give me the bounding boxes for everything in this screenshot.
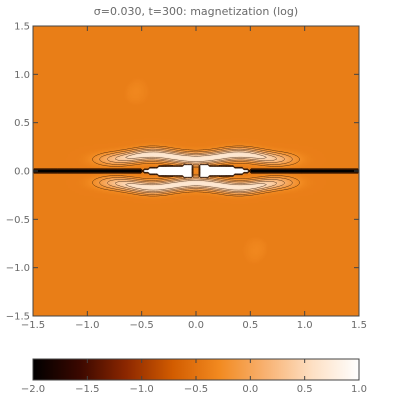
x-axis: −1.5 −1.0 −0.5 0.0 0.5 1.0 1.5 [21,26,367,331]
x-tick-label: −1.0 [75,320,99,331]
colorbar-gradient [33,359,359,380]
x-tick-label: 1.0 [297,320,313,331]
y-tick-label: 0.0 [14,167,30,178]
colorbar-tick-label: −1.0 [130,384,154,395]
y-tick-label: −1.0 [6,263,30,274]
x-tick-label: −0.5 [130,320,154,331]
colorbar-tick-label: 0.5 [297,384,313,395]
y-tick-label: −1.5 [6,312,30,323]
y-tick-label: −0.5 [6,215,30,226]
x-tick-label: 0.0 [188,320,204,331]
contour-line [33,168,359,174]
x-tick-label: 1.5 [351,320,367,331]
heatmap-image [33,26,359,316]
y-tick-label: 0.5 [14,118,30,129]
contour-line [143,164,249,178]
colorbar-tick-label: −2.0 [21,384,45,395]
colorbar-tick-label: −1.5 [75,384,99,395]
colorbar-ticks: −2.0 −1.5 −1.0 −0.5 0.0 0.5 1.0 [21,359,367,395]
y-tick-label: 1.0 [14,70,30,81]
x-tick-label: −1.5 [21,320,45,331]
colorbar-tick-label: −0.5 [184,384,208,395]
colorbar-tick-label: 0.0 [242,384,258,395]
chart-title: σ=0.030, t=300: magnetization (log) [94,5,298,18]
y-axis: 1.5 1.0 0.5 0.0 −0.5 −1.0 −1.5 [6,22,359,323]
contour-lines [33,145,359,197]
plot-area: −1.5 −1.0 −0.5 0.0 0.5 1.0 1.5 1.5 1.0 0.5 0.0 −0.… [6,22,367,332]
x-tick-label: 0.5 [242,320,258,331]
contour-line [92,145,300,197]
y-tick-label: 1.5 [14,22,30,33]
colorbar-tick-label: 1.0 [351,384,367,395]
colorbar: −2.0 −1.5 −1.0 −0.5 0.0 0.5 1.0 [21,358,367,395]
